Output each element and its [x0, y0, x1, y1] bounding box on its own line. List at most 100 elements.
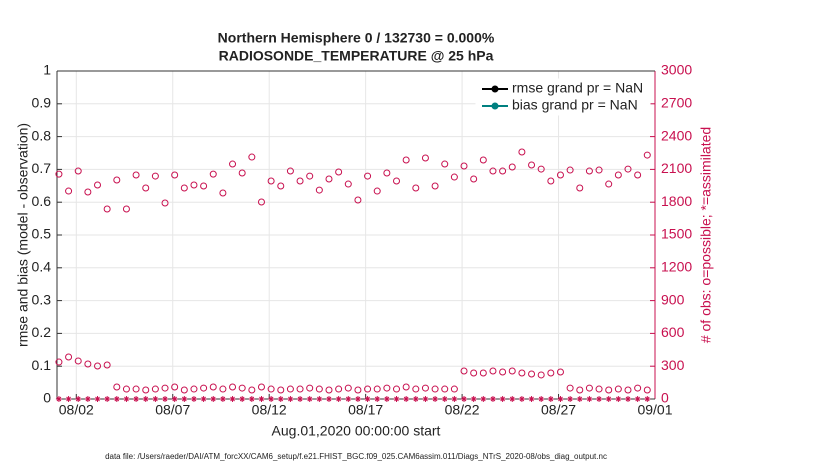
obs-point: [248, 153, 256, 161]
obs-point: [585, 384, 593, 392]
assimilated-point: [133, 396, 140, 402]
obs-point: [528, 161, 536, 169]
obs-point: [412, 385, 420, 393]
assimilated-point: [113, 396, 120, 402]
legend-box: [475, 78, 651, 116]
obs-point: [499, 167, 507, 175]
obs-point: [624, 165, 632, 173]
x-tick-label: 09/01: [637, 402, 672, 418]
assimilated-point: [345, 396, 352, 402]
y2-tick-label: 1200: [661, 259, 692, 275]
assimilated-point: [432, 396, 439, 402]
obs-point: [373, 187, 381, 195]
obs-point: [412, 184, 420, 192]
assimilated-point: [538, 396, 545, 402]
obs-point: [393, 385, 401, 393]
obs-point: [296, 385, 304, 393]
obs-point: [614, 171, 622, 179]
obs-point: [624, 386, 632, 394]
obs-point: [335, 168, 343, 176]
obs-point: [65, 353, 73, 361]
obs-point: [84, 188, 92, 196]
assimilated-point: [200, 396, 207, 402]
obs-point: [393, 177, 401, 185]
obs-point: [595, 166, 603, 174]
obs-point: [431, 385, 439, 393]
obs-point: [479, 369, 487, 377]
obs-point: [441, 160, 449, 168]
obs-point: [489, 367, 497, 375]
assimilated-point: [451, 396, 458, 402]
assimilated-point: [374, 396, 381, 402]
assimilated-point: [470, 396, 477, 402]
y-tick-label: 0.9: [32, 95, 52, 111]
assimilated-point: [229, 396, 236, 402]
obs-point: [325, 386, 333, 394]
assimilated-point: [335, 396, 342, 402]
assimilated-point: [258, 396, 265, 402]
obs-point: [335, 385, 343, 393]
assimilated-point: [142, 396, 149, 402]
obs-point: [354, 196, 362, 204]
obs-point: [113, 383, 121, 391]
x-tick-label: 08/17: [348, 402, 383, 418]
assimilated-point: [248, 396, 255, 402]
obs-point: [585, 167, 593, 175]
obs-point: [209, 383, 217, 391]
obs-point: [103, 205, 111, 213]
assimilated-point: [461, 396, 468, 402]
obs-point: [238, 384, 246, 392]
obs-point: [94, 181, 102, 189]
y-tick-label: 0.3: [32, 291, 52, 307]
y-tick-label: 0.8: [32, 127, 52, 143]
obs-point: [248, 386, 256, 394]
assimilated-point: [412, 396, 419, 402]
obs-point: [161, 384, 169, 392]
assimilated-point: [297, 396, 304, 402]
assimilated-point: [567, 396, 574, 402]
obs-point: [470, 175, 478, 183]
obs-point: [508, 367, 516, 375]
assimilated-point: [518, 396, 525, 402]
obs-point: [122, 205, 130, 213]
assimilated-point: [605, 396, 612, 402]
obs-point: [576, 386, 584, 394]
assimilated-point: [557, 396, 564, 402]
obs-point: [277, 182, 285, 190]
obs-point: [180, 184, 188, 192]
obs-point: [229, 160, 237, 168]
obs-point: [450, 173, 458, 181]
obs-point: [315, 385, 323, 393]
obs-point: [65, 187, 73, 195]
obs-point: [518, 148, 526, 156]
y2-tick-label: 2400: [661, 127, 692, 143]
obs-point: [364, 385, 372, 393]
chart-subtitle: RADIOSONDE_TEMPERATURE @ 25 hPa: [219, 48, 494, 64]
obs-point: [286, 385, 294, 393]
assimilated-point: [316, 396, 323, 402]
obs-point: [643, 151, 651, 159]
obs-point: [84, 360, 92, 368]
obs-point: [277, 386, 285, 394]
y2-tick-label: 1800: [661, 193, 692, 209]
assimilated-point: [75, 396, 82, 402]
obs-point: [151, 385, 159, 393]
y2-tick-label: 3000: [661, 62, 692, 78]
assimilated-point: [268, 396, 275, 402]
obs-point: [344, 180, 352, 188]
assimilated-point: [596, 396, 603, 402]
obs-point: [576, 184, 584, 192]
assimilated-point: [441, 396, 448, 402]
assimilated-point: [306, 396, 313, 402]
obs-point: [354, 386, 362, 394]
obs-point: [470, 369, 478, 377]
obs-point: [499, 368, 507, 376]
obs-point: [200, 384, 208, 392]
x-axis-label: Aug.01,2020 00:00:00 start: [272, 423, 441, 439]
assimilated-point: [383, 396, 390, 402]
assimilated-point: [480, 396, 487, 402]
obs-point: [209, 170, 217, 178]
assimilated-point: [393, 396, 400, 402]
assimilated-point: [94, 396, 101, 402]
